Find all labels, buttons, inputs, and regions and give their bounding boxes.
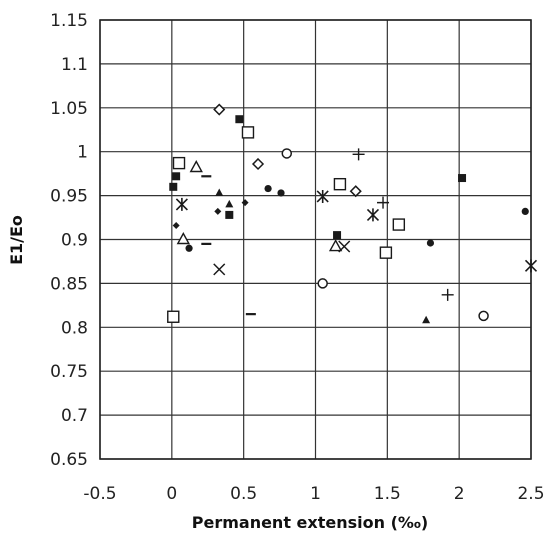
data-point <box>251 157 265 171</box>
data-point <box>176 232 191 245</box>
data-point <box>225 199 234 208</box>
data-point <box>215 188 224 196</box>
data-point <box>349 185 362 198</box>
data-point <box>277 189 285 197</box>
y-tick-label: 0.8 <box>61 318 88 338</box>
data-point <box>172 221 180 229</box>
data-point <box>185 244 193 252</box>
y-tick-label: 0.9 <box>61 231 88 251</box>
data-points <box>167 103 538 324</box>
data-point <box>333 177 347 191</box>
data-point <box>392 218 406 231</box>
x-tick-label: 2 <box>454 484 465 504</box>
y-tick-label: 0.95 <box>50 187 88 207</box>
data-point <box>225 210 234 219</box>
data-point <box>328 239 343 252</box>
x-tick-label: 0 <box>166 484 177 504</box>
data-point <box>175 197 188 211</box>
data-point <box>458 174 467 183</box>
grid-lines <box>99 19 532 460</box>
y-tick-label: 0.7 <box>61 406 88 426</box>
plot-frame <box>99 19 532 460</box>
data-point <box>366 208 380 222</box>
data-point <box>352 148 365 161</box>
y-axis-title: E1/Eo <box>7 215 26 265</box>
y-tick-label: 0.65 <box>50 450 88 470</box>
data-point <box>333 231 342 240</box>
data-point <box>422 315 431 324</box>
data-point <box>241 126 255 139</box>
y-tick-label: 1 <box>77 143 88 163</box>
data-point <box>316 189 329 203</box>
data-point <box>478 310 489 322</box>
y-tick-label: 0.85 <box>50 274 88 294</box>
data-point <box>264 184 272 193</box>
data-point <box>213 103 226 116</box>
data-point <box>338 240 351 253</box>
y-tick-label: 0.75 <box>50 362 88 382</box>
data-point <box>379 246 393 259</box>
x-tick-label: 2.5 <box>517 484 544 504</box>
tick-labels: -0.5 0 0.5 1 1.5 2 2.5 0.65 0.7 0.75 0.8 0.85 0.9 0.9… <box>50 11 544 504</box>
y-tick-label: 1.15 <box>50 11 88 31</box>
x-tick-label: 0.5 <box>230 484 257 504</box>
x-tick-label: 1 <box>310 484 321 504</box>
x-tick-label: 1.5 <box>374 484 401 504</box>
data-point <box>441 288 454 301</box>
x-tick-label: -0.5 <box>83 484 116 504</box>
y-tick-label: 1.1 <box>61 55 88 75</box>
data-point <box>172 172 181 181</box>
data-point <box>281 148 293 159</box>
data-point <box>235 115 244 124</box>
data-point <box>377 196 390 209</box>
data-point <box>426 239 435 247</box>
data-point <box>169 182 178 191</box>
data-point <box>317 278 328 289</box>
data-point <box>172 156 186 170</box>
data-point <box>189 160 203 173</box>
data-point <box>521 207 529 216</box>
data-point <box>241 199 249 207</box>
data-point <box>214 207 222 215</box>
y-tick-label: 1.05 <box>50 99 88 119</box>
data-point <box>167 310 180 323</box>
x-axis-title: Permanent extension (‰) <box>192 513 428 532</box>
data-point <box>524 259 538 273</box>
data-point <box>213 263 226 276</box>
